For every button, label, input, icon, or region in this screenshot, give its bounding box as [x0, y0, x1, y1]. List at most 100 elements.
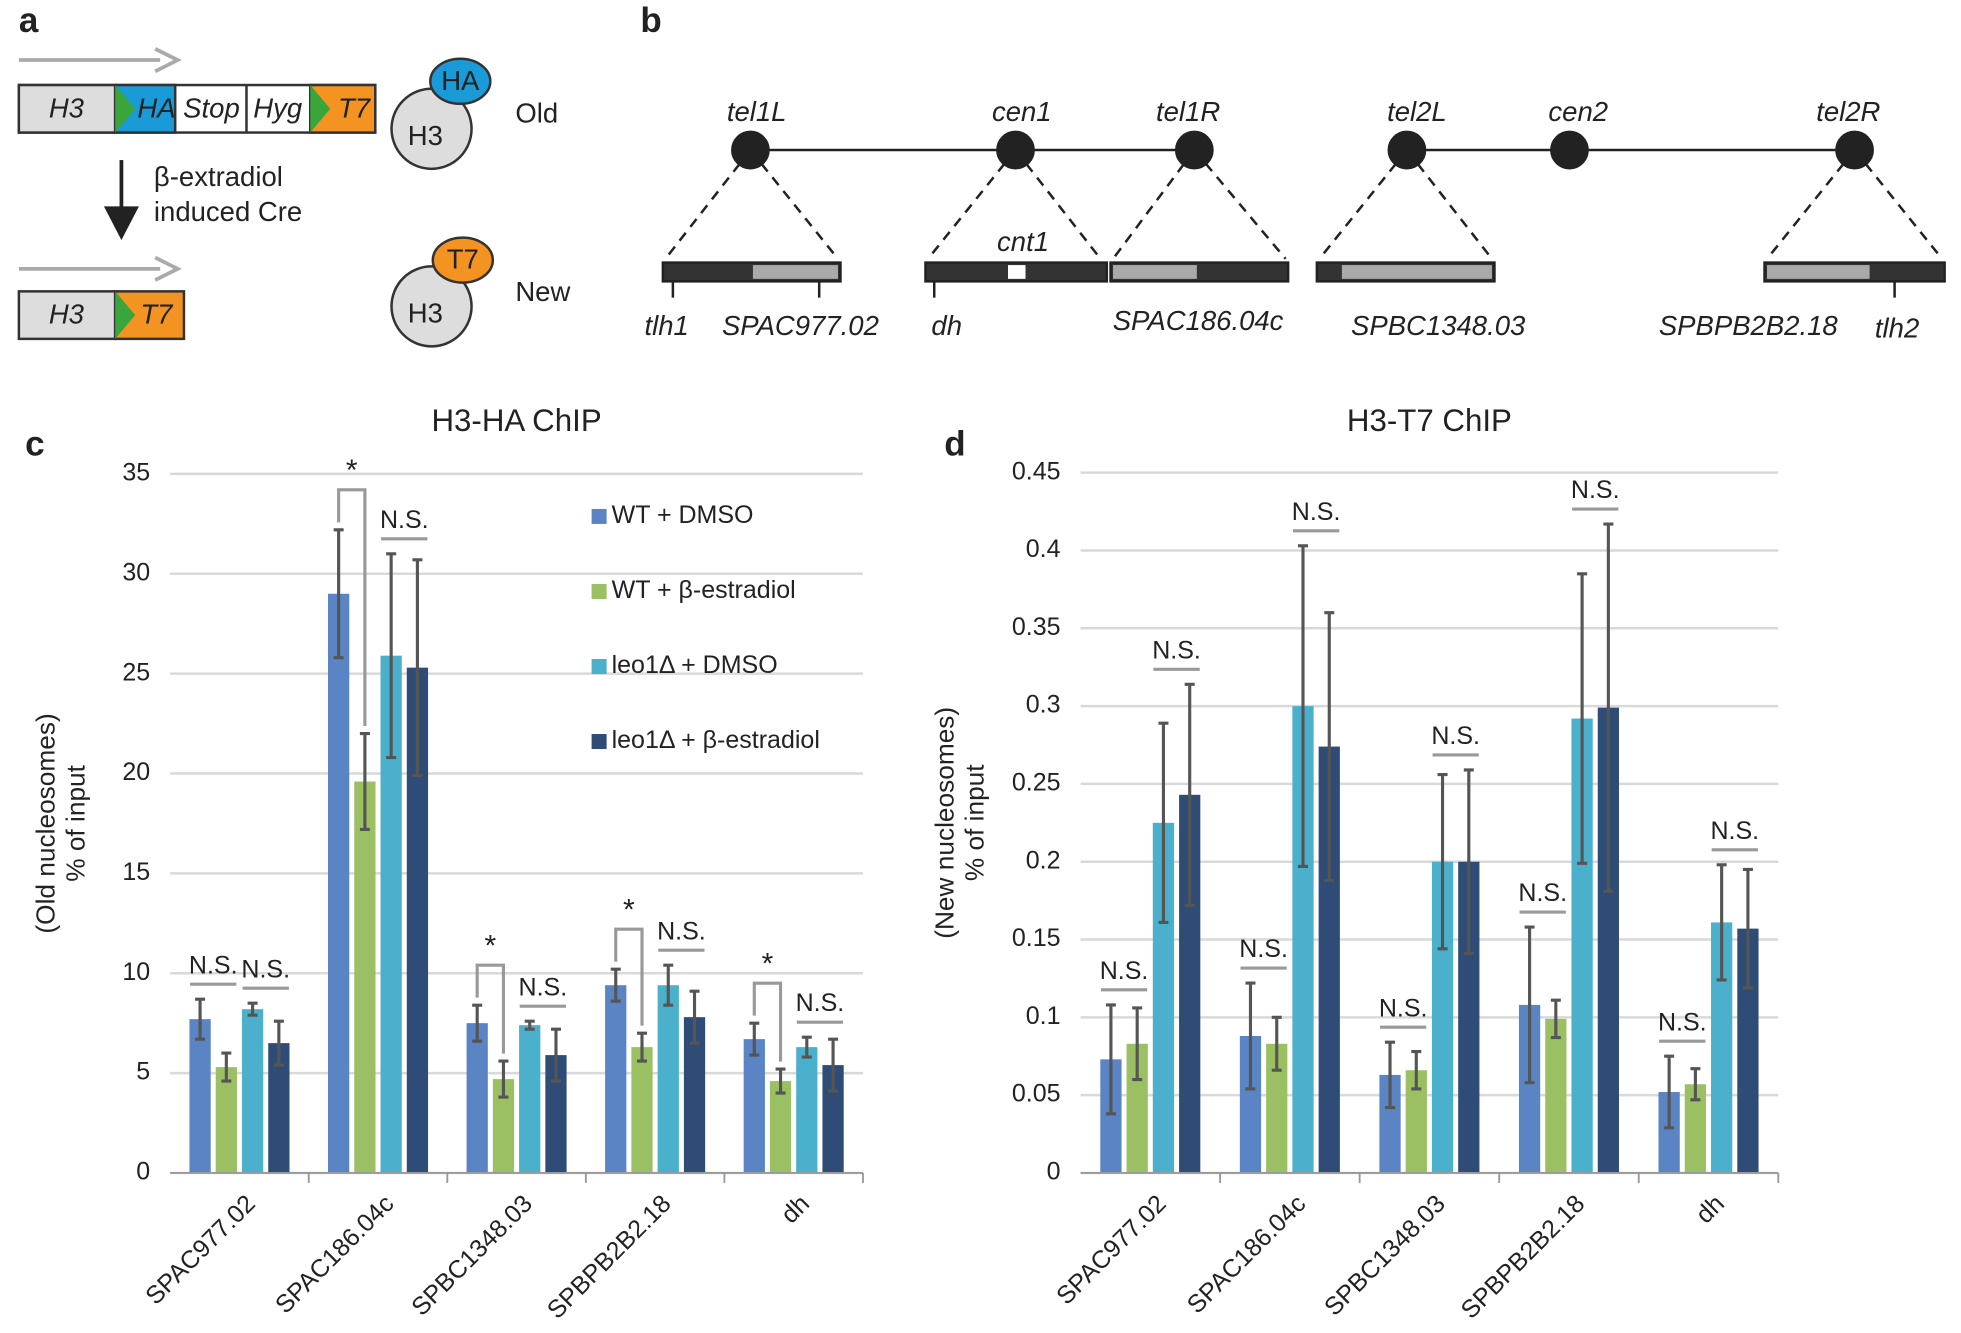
protein-tag: T7: [447, 244, 479, 275]
panel-label: d: [944, 425, 965, 464]
error-bar: [247, 1001, 258, 1017]
locus-label: dh: [931, 310, 962, 341]
error-bar: [1716, 863, 1727, 982]
significance-label: N.S.: [1571, 476, 1620, 504]
error-bar: [1105, 1003, 1116, 1116]
bar: [1318, 746, 1340, 1173]
error-bar: [1463, 768, 1474, 956]
y-tick-label: 15: [122, 858, 150, 886]
y-tick-label: 0: [136, 1158, 150, 1186]
bar: [354, 781, 376, 1173]
error-bar: [1132, 1006, 1143, 1082]
y-tick-label: 5: [136, 1058, 150, 1086]
significance-label: N.S.: [1152, 636, 1201, 664]
significance-label: N.S.: [519, 973, 568, 1001]
protein-label: H3: [408, 120, 443, 151]
significance-label: N.S.: [1518, 879, 1567, 907]
error-bar: [524, 1019, 535, 1031]
node-label: cen2: [1548, 96, 1608, 127]
treatment: β-extradiol: [154, 161, 283, 192]
bar: [1239, 1035, 1262, 1173]
y-tick-label: 0.05: [1012, 1080, 1061, 1108]
error-bar: [1158, 721, 1169, 924]
bar: [1152, 822, 1175, 1173]
significance-label: N.S.: [189, 951, 238, 979]
significance-label: N.S.: [796, 989, 845, 1017]
protein-tag: HA: [441, 65, 480, 96]
diagram-b: [661, 130, 1946, 298]
y-tick-label: 0.35: [1012, 613, 1061, 641]
legend-label: WT + DMSO: [612, 501, 754, 529]
bar: [1711, 922, 1733, 1173]
bar: [380, 655, 402, 1173]
error-bar: [195, 997, 206, 1041]
bar: [519, 1025, 541, 1173]
error-bar: [1385, 1040, 1396, 1110]
legend-swatch: [591, 508, 607, 524]
bar: [769, 1081, 792, 1173]
panel-label: b: [640, 1, 661, 40]
construct-label: T7: [338, 92, 372, 123]
diagram-a: H3 HA Stop Hyg T7 H3 HA Old β-extradiol …: [17, 47, 570, 348]
y-tick-label: 0.2: [1026, 846, 1061, 874]
error-bar: [1184, 682, 1195, 907]
construct-label: T7: [140, 299, 174, 330]
significance-label: N.S.: [1100, 957, 1149, 985]
error-bar: [1245, 981, 1256, 1091]
y-tick-label: 0.3: [1026, 691, 1061, 719]
significance-label: *: [623, 894, 635, 927]
error-bar: [359, 731, 370, 831]
error-bar: [273, 1019, 284, 1067]
x-tick-label: SPAC186.04c: [270, 1190, 400, 1320]
significance-bracket: [337, 488, 367, 727]
significance-label: *: [346, 454, 358, 487]
bar: [406, 667, 429, 1173]
construct-label: HA: [137, 92, 175, 123]
y-tick-label: 20: [122, 758, 150, 786]
y-tick-label: 0.1: [1026, 1002, 1061, 1030]
chart-title: H3-HA ChIP: [431, 403, 601, 438]
x-tick-label: dh: [776, 1190, 815, 1229]
y-tick-label: 0: [1047, 1158, 1061, 1186]
bar: [1292, 706, 1314, 1173]
y-axis-label: (Old nucleosomes): [31, 713, 61, 933]
locus-label: tlh2: [1875, 312, 1919, 343]
error-bar: [1411, 1049, 1422, 1091]
bar: [215, 1067, 237, 1173]
bar: [1126, 1043, 1148, 1173]
significance-bracket: [752, 981, 783, 1062]
x-tick-label: SPAC186.04c: [1182, 1190, 1312, 1320]
locus-label: tlh1: [644, 310, 688, 341]
y-tick-label: 0.25: [1012, 769, 1061, 797]
locus-label: SPAC977.02: [722, 310, 879, 341]
significance-bracket: [475, 963, 506, 1054]
legend-label: leo1Δ + β-estradiol: [612, 726, 820, 754]
error-bar: [636, 1031, 647, 1063]
bar: [657, 985, 679, 1173]
significance-label: N.S.: [241, 955, 290, 983]
significance-label: N.S.: [657, 917, 706, 945]
bar: [1737, 928, 1759, 1173]
error-bar: [689, 989, 700, 1045]
bar: [822, 1065, 844, 1173]
node-label: tel2R: [1816, 96, 1880, 127]
error-bar: [610, 967, 621, 1003]
error-bar: [749, 1021, 760, 1057]
bar: [1571, 718, 1593, 1173]
error-bar: [333, 528, 344, 660]
protein-label: H3: [408, 297, 443, 328]
legend-label: WT + β-estradiol: [612, 576, 796, 604]
construct-label: Stop: [183, 92, 240, 123]
significance-label: N.S.: [380, 506, 429, 534]
bar: [1658, 1092, 1680, 1173]
legend-swatch: [591, 583, 607, 599]
error-bar: [221, 1051, 232, 1083]
error-bar: [498, 1059, 509, 1099]
y-axis-label: % of input: [960, 764, 990, 881]
error-bar: [386, 552, 397, 760]
node-label: cen1: [992, 96, 1052, 127]
region-label: cnt1: [997, 226, 1049, 257]
error-bar: [1324, 611, 1335, 882]
significance-label: N.S.: [1658, 1008, 1707, 1036]
error-bar: [1524, 925, 1535, 1085]
